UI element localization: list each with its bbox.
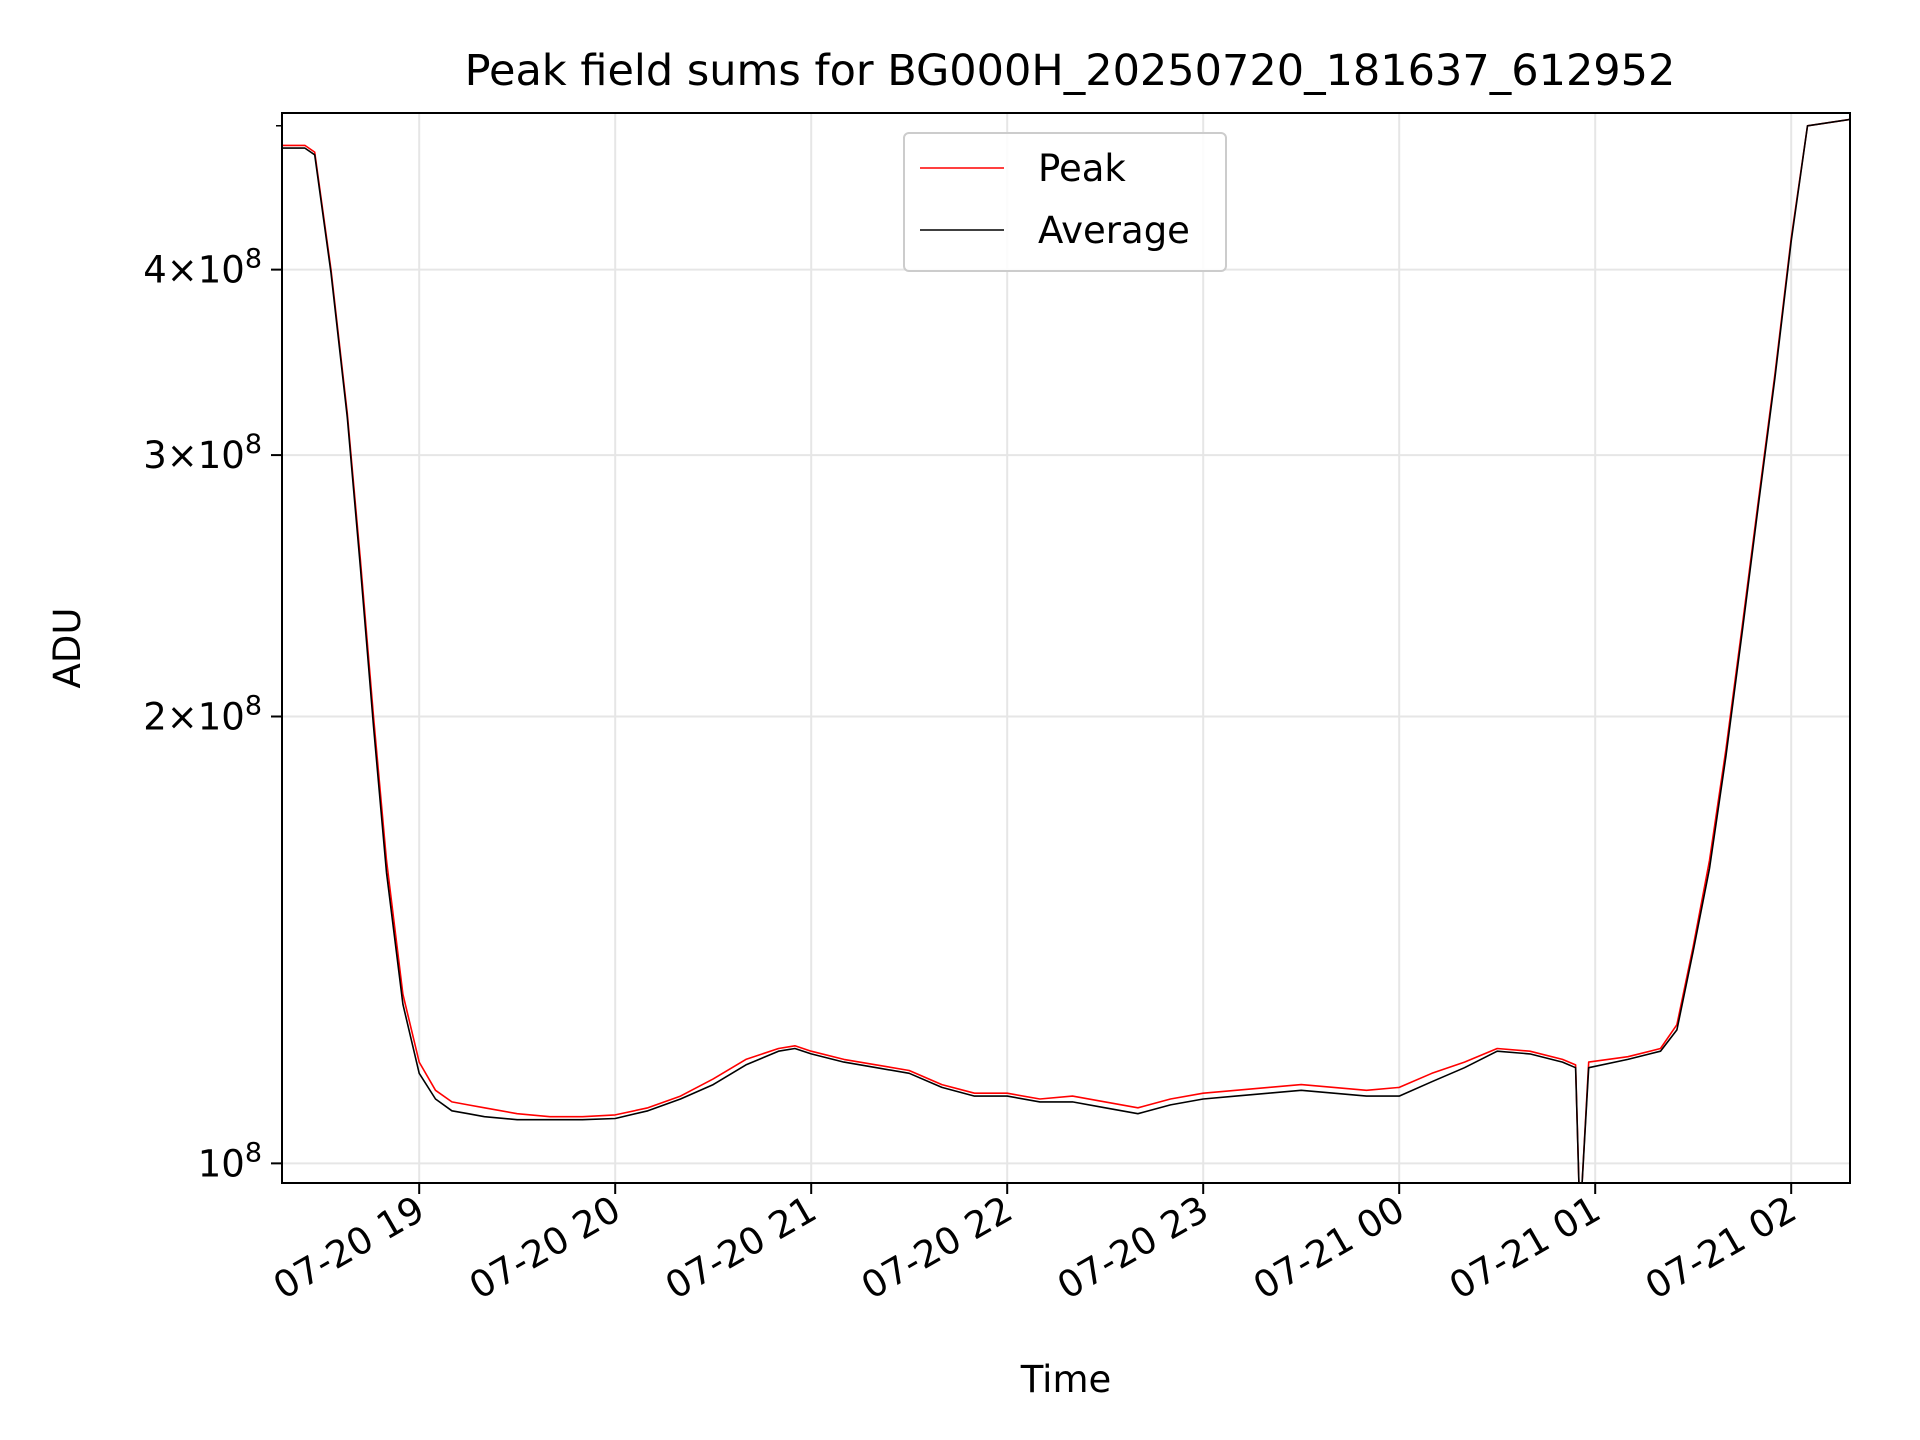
grid [282, 113, 1850, 1183]
y-tick-label: 108 [198, 1137, 262, 1185]
y-tick-label: 4×108 [143, 244, 262, 292]
legend: Peak Average [903, 132, 1227, 272]
x-axis-label: Time [1020, 1358, 1112, 1401]
series-group [282, 118, 1850, 1183]
chart-title: Peak field sums for BG000H_20250720_1816… [465, 46, 1676, 96]
plot-frame [281, 112, 1851, 1184]
y-tick-label: 2×108 [143, 690, 262, 738]
y-ticks: 108 2×108 3×108 4×108 [143, 125, 282, 1185]
legend-label-average: Average [1038, 209, 1190, 252]
y-axis-label: ADU [46, 608, 89, 689]
series-line-average [282, 118, 1850, 1183]
legend-label-peak: Peak [1038, 147, 1126, 190]
y-tick-label: 3×108 [143, 429, 262, 477]
series-line-peak [282, 118, 1850, 1183]
